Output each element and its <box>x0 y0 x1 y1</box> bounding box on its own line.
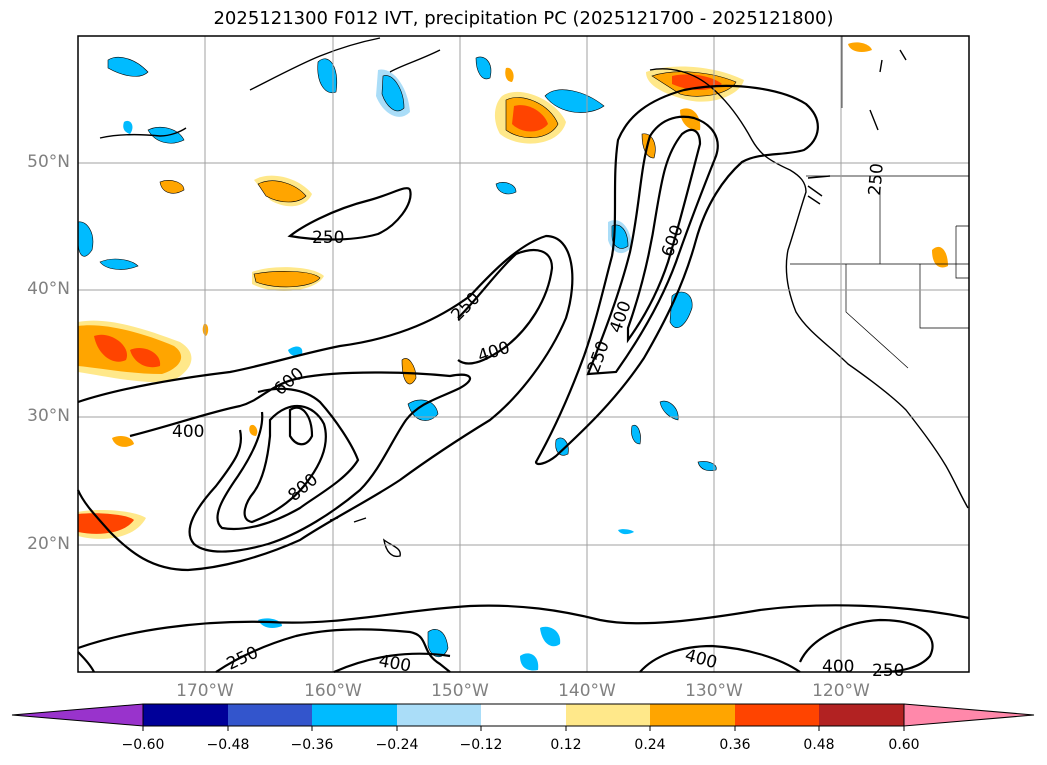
colorbar-label: −0.60 <box>121 737 165 753</box>
colorbar-label: 0.36 <box>719 737 751 753</box>
colorbar-label: 0.48 <box>803 737 835 753</box>
colorbar-label: 0.60 <box>888 737 920 753</box>
lat-label: 40°N <box>27 279 70 299</box>
colorbar-label: −0.12 <box>459 737 503 753</box>
negative-precip-shading <box>77 56 717 671</box>
lon-label: 150°W <box>431 681 489 701</box>
lat-label: 20°N <box>27 534 70 554</box>
colorbar-label: −0.36 <box>290 737 334 753</box>
lon-label: 120°W <box>812 681 870 701</box>
ivt-contours <box>76 84 970 674</box>
contour-label: 400 <box>377 651 412 676</box>
coastlines <box>99 37 969 558</box>
lat-label: 50°N <box>27 152 70 172</box>
contour-label: 250 <box>865 162 888 196</box>
contour-label: 250 <box>872 661 904 681</box>
gridlines <box>78 36 969 672</box>
colorbar-label: 0.12 <box>550 737 582 753</box>
lat-label: 30°N <box>27 406 70 426</box>
contour-label: 400 <box>172 422 204 442</box>
colorbar-label: −0.48 <box>206 737 250 753</box>
lon-label: 140°W <box>558 681 616 701</box>
lon-label: 160°W <box>304 681 362 701</box>
colorbar <box>11 703 1035 731</box>
lon-label: 170°W <box>176 681 234 701</box>
contour-label: 250 <box>312 228 344 248</box>
contour-label: 400 <box>822 657 854 677</box>
state-borders <box>790 36 969 369</box>
figure-title: 2025121300 F012 IVT, precipitation PC (2… <box>213 8 834 29</box>
colorbar-label: 0.24 <box>634 737 666 753</box>
colorbar-label: −0.24 <box>375 737 419 753</box>
lon-label: 130°W <box>685 681 743 701</box>
